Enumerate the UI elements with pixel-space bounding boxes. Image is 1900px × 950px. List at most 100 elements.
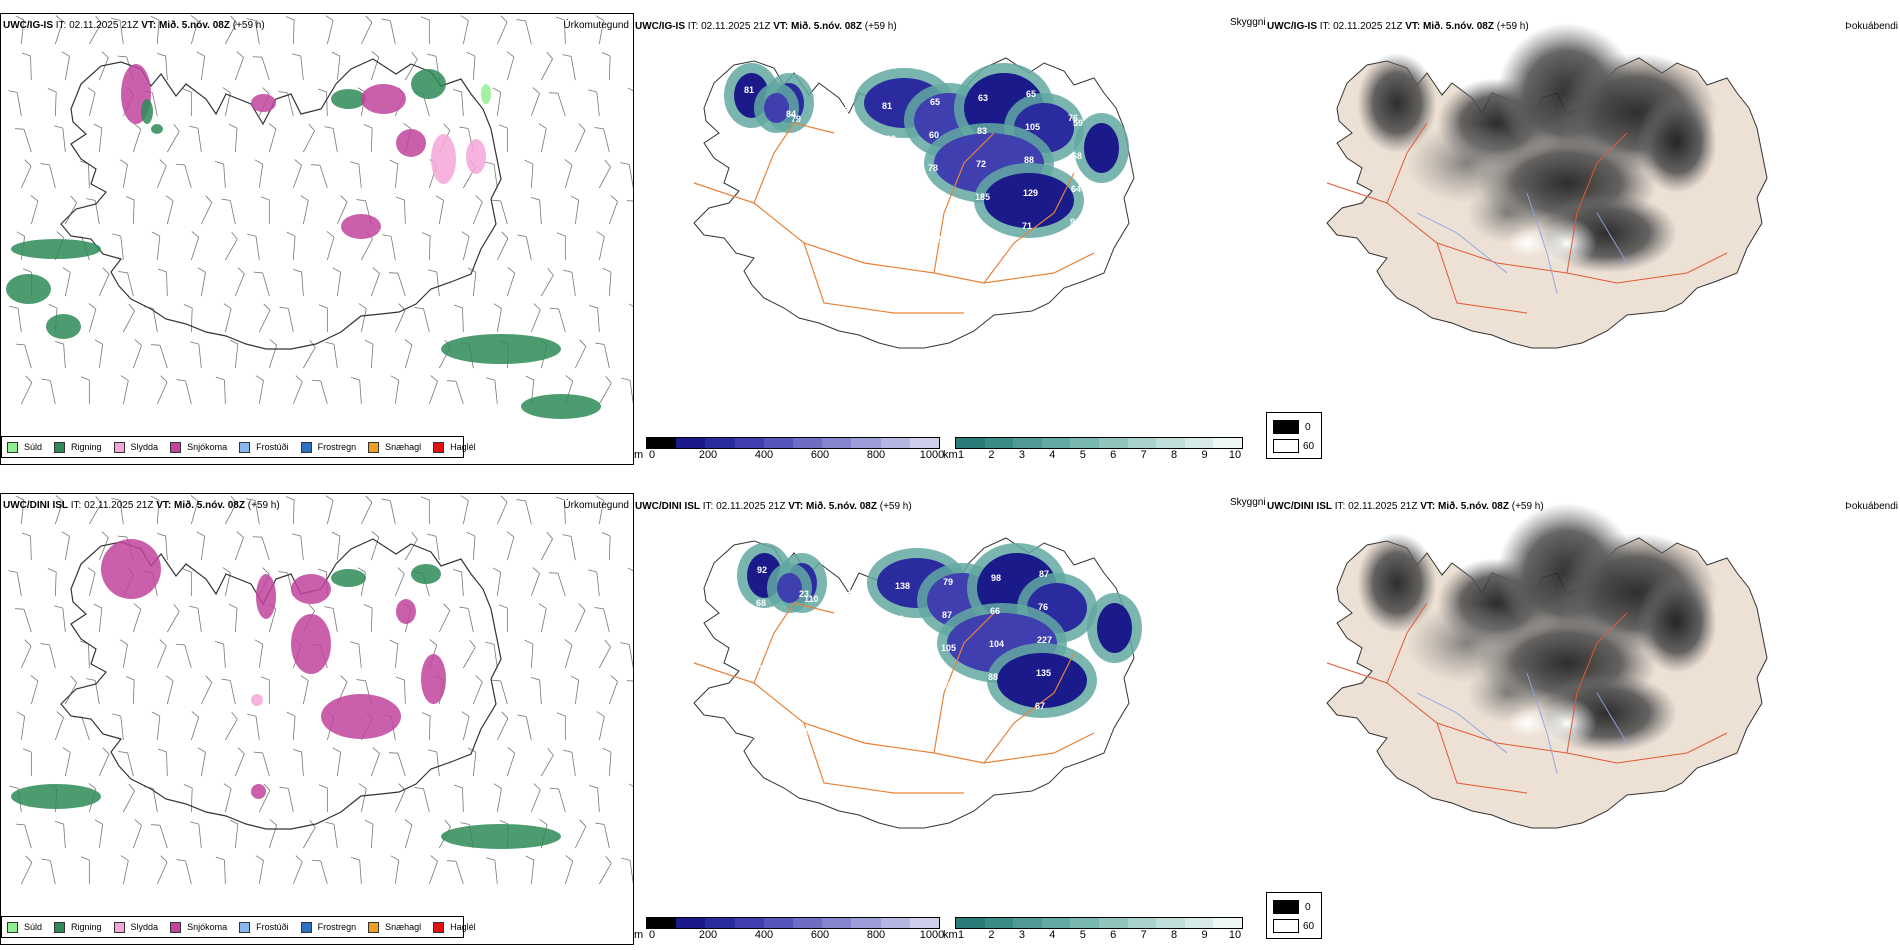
visibility-label: 75 bbox=[803, 627, 813, 637]
visibility-label: 94 bbox=[790, 147, 800, 157]
visibility-label: 59 bbox=[879, 200, 889, 210]
legend-item: Súld bbox=[7, 441, 42, 453]
panel-title-vis-bottom: Skyggni bbox=[1230, 497, 1266, 508]
legend-swatch bbox=[368, 921, 380, 933]
scale-tick: 0 bbox=[648, 449, 656, 461]
scale-segment bbox=[1127, 918, 1157, 928]
scale-segment bbox=[647, 918, 677, 928]
visibility-label: 88 bbox=[988, 672, 998, 682]
scale-tick: 200 bbox=[698, 449, 718, 461]
scale-unit: m bbox=[634, 929, 644, 941]
scale-tick: 7 bbox=[1140, 929, 1147, 941]
legend-swatch bbox=[113, 921, 125, 933]
scale-segment bbox=[1098, 438, 1128, 448]
scale-segment bbox=[763, 438, 793, 448]
visibility-label: 590 bbox=[833, 138, 848, 148]
visibility-panel-bottom: 92 110 37 91 33 94 87 68 75 57 10 34 98 76 133 95 78 84 79… bbox=[634, 493, 1267, 945]
scale-tick: 2 bbox=[988, 929, 995, 941]
precip-map-top bbox=[6, 15, 633, 419]
scale-segment bbox=[1013, 438, 1042, 448]
visibility-label: 129 bbox=[753, 697, 768, 707]
precip-legend-bottom: Súld Rigning Slydda Snjókoma Frostúði Frostre… bbox=[1, 916, 476, 938]
panel-header-top-vis: UWC/IG-IS IT: 02.11.2025 21Z VT: Mið. 5.… bbox=[635, 21, 897, 32]
scale-segment bbox=[792, 918, 823, 928]
visibility-label: 185 bbox=[975, 192, 990, 202]
visibility-label: 87 bbox=[1039, 569, 1049, 579]
scale-segment bbox=[1156, 438, 1185, 448]
legend-swatch bbox=[239, 441, 251, 453]
scale-segment bbox=[734, 438, 764, 448]
scale-segment bbox=[676, 918, 706, 928]
visibility-label: 94 bbox=[992, 710, 1002, 720]
legend-swatch bbox=[300, 921, 312, 933]
visibility-label: 102 bbox=[883, 238, 898, 248]
legend-label: Slydda bbox=[130, 442, 159, 452]
legend-item: Rigning bbox=[54, 921, 102, 933]
scale-segment bbox=[1127, 438, 1157, 448]
visibility-label: 63 bbox=[978, 93, 988, 103]
scale-segment bbox=[822, 438, 852, 448]
scale-segment bbox=[705, 918, 735, 928]
visibility-label: 76 bbox=[1068, 113, 1078, 123]
panel-header-bottom-precip: UWC/DINI ISL IT: 02.11.2025 21Z VT: Mið.… bbox=[3, 500, 280, 511]
panel-header-top-precip: UWC/IG-IS IT: 02.11.2025 21Z VT: Mið. 5.… bbox=[3, 20, 265, 31]
visibility-label: 72 bbox=[976, 159, 986, 169]
scale-segment bbox=[1013, 918, 1042, 928]
scale-tick: 1000 bbox=[919, 929, 945, 941]
scale-segment bbox=[1213, 438, 1242, 448]
legend-label: Snjókoma bbox=[187, 442, 228, 452]
visibility-label: 138 bbox=[895, 581, 910, 591]
legend-swatch bbox=[54, 921, 66, 933]
legend-swatch bbox=[433, 441, 445, 453]
visibility-label: 87 bbox=[942, 610, 952, 620]
scale-tick: 0 bbox=[648, 929, 656, 941]
scale-segment bbox=[909, 438, 939, 448]
scale-segment bbox=[956, 438, 985, 448]
visibility-scale-top: km 1 2 3 4 5 6 7 8 9 10 bbox=[943, 437, 1257, 465]
scale-tick: 3 bbox=[1018, 929, 1025, 941]
scale-tick: 9 bbox=[1201, 449, 1208, 461]
legend-item: Haglél bbox=[433, 441, 476, 453]
scale-segment bbox=[1098, 918, 1128, 928]
scale-tick: 400 bbox=[754, 449, 774, 461]
scale-segment bbox=[763, 918, 793, 928]
scale-tick: 1 bbox=[957, 929, 965, 941]
legend-swatch bbox=[113, 441, 125, 453]
scale-tick: 4 bbox=[1049, 449, 1056, 461]
sky-black-swatch bbox=[1273, 900, 1299, 914]
visibility-label: 78 bbox=[928, 163, 938, 173]
visibility-label: 71 bbox=[1022, 221, 1032, 231]
visibility-label: 104 bbox=[1021, 254, 1036, 264]
legend-item: Slydda bbox=[113, 921, 158, 933]
legend-swatch bbox=[170, 921, 182, 933]
visibility-label: 79 bbox=[943, 577, 953, 587]
legend-label: Snæhagl bbox=[385, 442, 422, 452]
legend-item: Frostregn bbox=[300, 921, 356, 933]
visibility-label: 91 bbox=[927, 196, 937, 206]
visibility-panel-top: 81 79 80 89 76 76 65 59 94 63 79 72 63 105 68 80 116 102 6… bbox=[634, 13, 1267, 465]
scale-tick: 8 bbox=[1171, 929, 1178, 941]
legend-item: Rigning bbox=[54, 441, 102, 453]
sky-legend-bottom: 0 60 bbox=[1266, 892, 1322, 939]
scale-segment bbox=[734, 918, 764, 928]
visibility-label: 135 bbox=[1036, 668, 1051, 678]
scale-bar bbox=[646, 437, 940, 449]
elevation-scale-bottom: m 0 200 400 600 800 1000 bbox=[634, 917, 954, 945]
visibility-label: 68 bbox=[1072, 151, 1082, 161]
fog-index-panel-top: UWC/IG-IS IT: 02.11.2025 21Z VT: Mið. 5.… bbox=[1267, 13, 1900, 465]
visibility-label: 37 bbox=[851, 623, 861, 633]
precip-type-panel-top: UWC/IG-IS IT: 02.11.2025 21Z VT: Mið. 5.… bbox=[0, 13, 634, 465]
legend-label: Rigning bbox=[71, 442, 102, 452]
visibility-label: 23 bbox=[799, 589, 809, 599]
visibility-label: 72 bbox=[931, 234, 941, 244]
legend-item: Súld bbox=[7, 921, 42, 933]
scale-unit: km bbox=[943, 449, 958, 461]
scale-unit: m bbox=[634, 449, 644, 461]
visibility-map-bottom: 92 110 37 91 33 94 87 68 75 57 10 34 98 76 133 95 78 84 79… bbox=[693, 537, 1142, 829]
visibility-label: 56 bbox=[894, 614, 904, 624]
visibility-label: 79 bbox=[884, 205, 894, 215]
visibility-label: 119 bbox=[847, 585, 862, 595]
visibility-label: 91 bbox=[898, 652, 908, 662]
visibility-label: 227 bbox=[1037, 635, 1052, 645]
scale-segment bbox=[705, 438, 735, 448]
